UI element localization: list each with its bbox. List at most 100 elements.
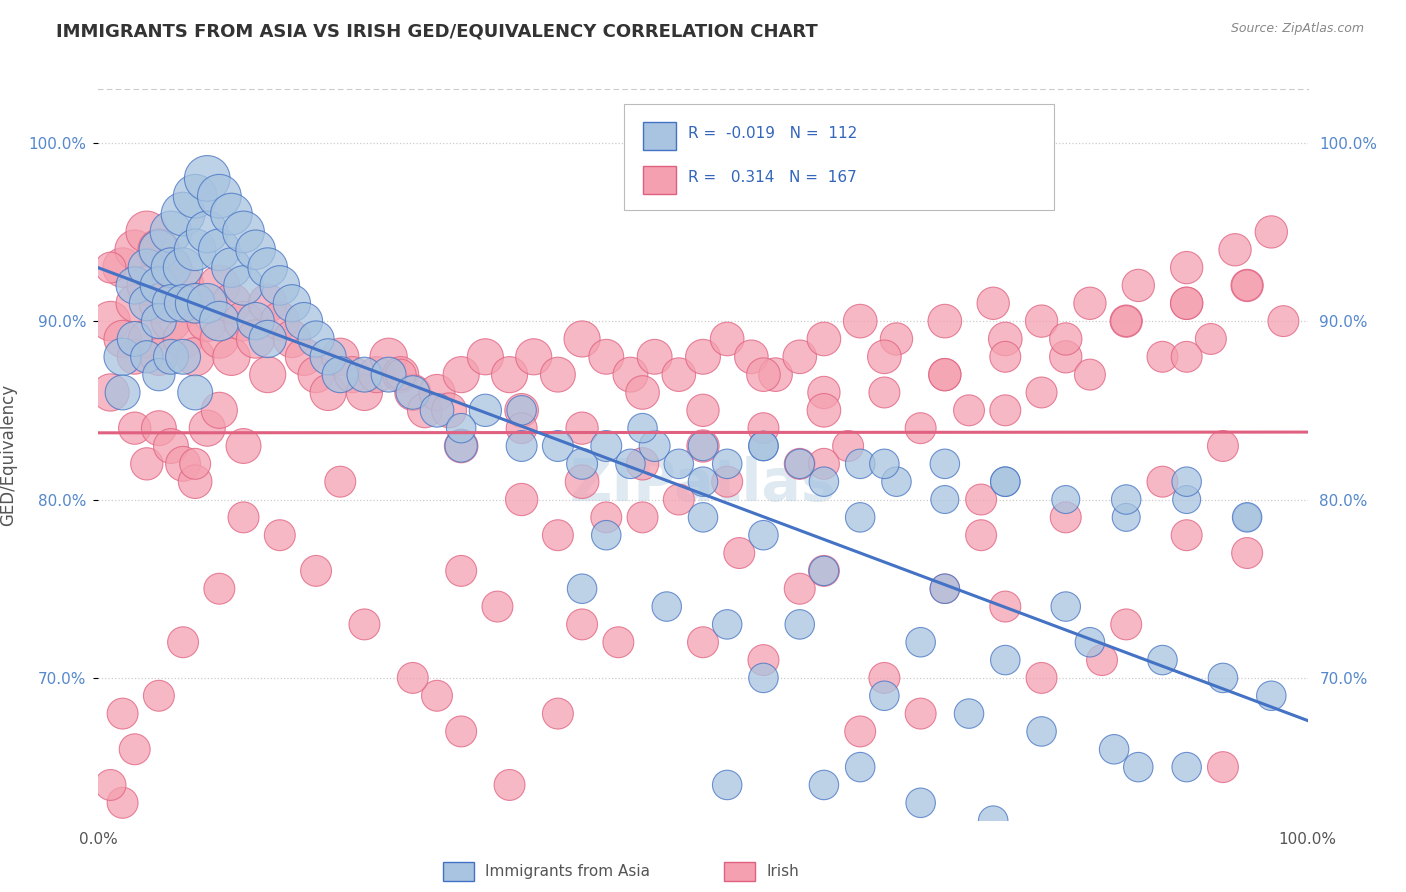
Point (450, 421, 472, 435)
Point (934, 582, 956, 596)
Point (886, 332, 908, 346)
Point (184, 457, 207, 471)
Point (692, 439, 714, 453)
Point (135, 296, 157, 310)
Point (716, 332, 738, 346)
Point (498, 368, 520, 382)
Point (148, 689, 170, 703)
Point (450, 439, 472, 453)
Point (450, 368, 472, 382)
Point (813, 564, 835, 578)
Point (184, 475, 207, 489)
Point (474, 350, 496, 364)
Point (910, 796, 932, 810)
Text: R =  -0.019   N =  112: R = -0.019 N = 112 (689, 127, 858, 141)
Point (1115, 492, 1137, 507)
Point (523, 350, 546, 364)
Point (1054, 831, 1077, 846)
Point (124, 296, 146, 310)
Point (305, 368, 328, 382)
Point (281, 296, 304, 310)
Point (148, 421, 170, 435)
Point (437, 403, 460, 417)
Point (172, 278, 194, 293)
Point (353, 617, 375, 632)
Point (269, 314, 291, 328)
Point (353, 368, 375, 382)
Text: IMMIGRANTS FROM ASIA VS IRISH GED/EQUIVALENCY CORRELATION CHART: IMMIGRANTS FROM ASIA VS IRISH GED/EQUIVA… (56, 22, 818, 40)
Point (692, 403, 714, 417)
Point (221, 207, 243, 221)
Point (813, 475, 835, 489)
Point (934, 368, 956, 382)
Point (329, 350, 352, 364)
Point (148, 278, 170, 293)
Point (1031, 385, 1053, 400)
Point (124, 742, 146, 756)
Point (366, 368, 388, 382)
Point (232, 510, 254, 524)
Point (994, 475, 1017, 489)
Point (1199, 332, 1222, 346)
Point (245, 332, 267, 346)
Point (619, 368, 641, 382)
Point (208, 278, 231, 293)
Point (172, 635, 194, 649)
Point (232, 225, 254, 239)
Point (752, 671, 775, 685)
Point (450, 724, 472, 739)
Point (1128, 278, 1150, 293)
Point (329, 475, 352, 489)
Point (765, 368, 787, 382)
Point (595, 510, 617, 524)
Point (232, 314, 254, 328)
Point (172, 457, 194, 471)
Point (474, 403, 496, 417)
Point (305, 332, 328, 346)
Point (426, 385, 449, 400)
Point (668, 368, 690, 382)
Point (450, 439, 472, 453)
Point (124, 278, 146, 293)
Point (269, 528, 291, 542)
Point (692, 475, 714, 489)
Point (221, 350, 243, 364)
Point (111, 706, 134, 721)
Point (644, 350, 666, 364)
Point (1212, 671, 1234, 685)
Point (160, 439, 183, 453)
Point (1223, 243, 1246, 257)
Point (184, 296, 207, 310)
Point (1091, 653, 1114, 667)
Point (934, 314, 956, 328)
Point (837, 439, 859, 453)
Point (873, 671, 896, 685)
Point (184, 385, 207, 400)
Point (1260, 225, 1282, 239)
Point (547, 706, 569, 721)
Point (160, 260, 183, 275)
Point (100, 385, 122, 400)
Point (547, 368, 569, 382)
Point (595, 439, 617, 453)
Point (1152, 653, 1174, 667)
Point (221, 296, 243, 310)
Point (135, 278, 157, 293)
Point (789, 457, 811, 471)
Point (160, 225, 183, 239)
Bar (643, 122, 676, 150)
Point (813, 385, 835, 400)
Point (716, 617, 738, 632)
Point (124, 421, 146, 435)
Point (571, 421, 593, 435)
Point (789, 617, 811, 632)
Point (245, 314, 267, 328)
Point (402, 671, 425, 685)
Point (631, 385, 654, 400)
Point (934, 457, 956, 471)
Text: Immigrants from Asia: Immigrants from Asia (485, 864, 650, 879)
Point (886, 475, 908, 489)
Point (160, 260, 183, 275)
Point (1054, 599, 1077, 614)
Point (426, 403, 449, 417)
